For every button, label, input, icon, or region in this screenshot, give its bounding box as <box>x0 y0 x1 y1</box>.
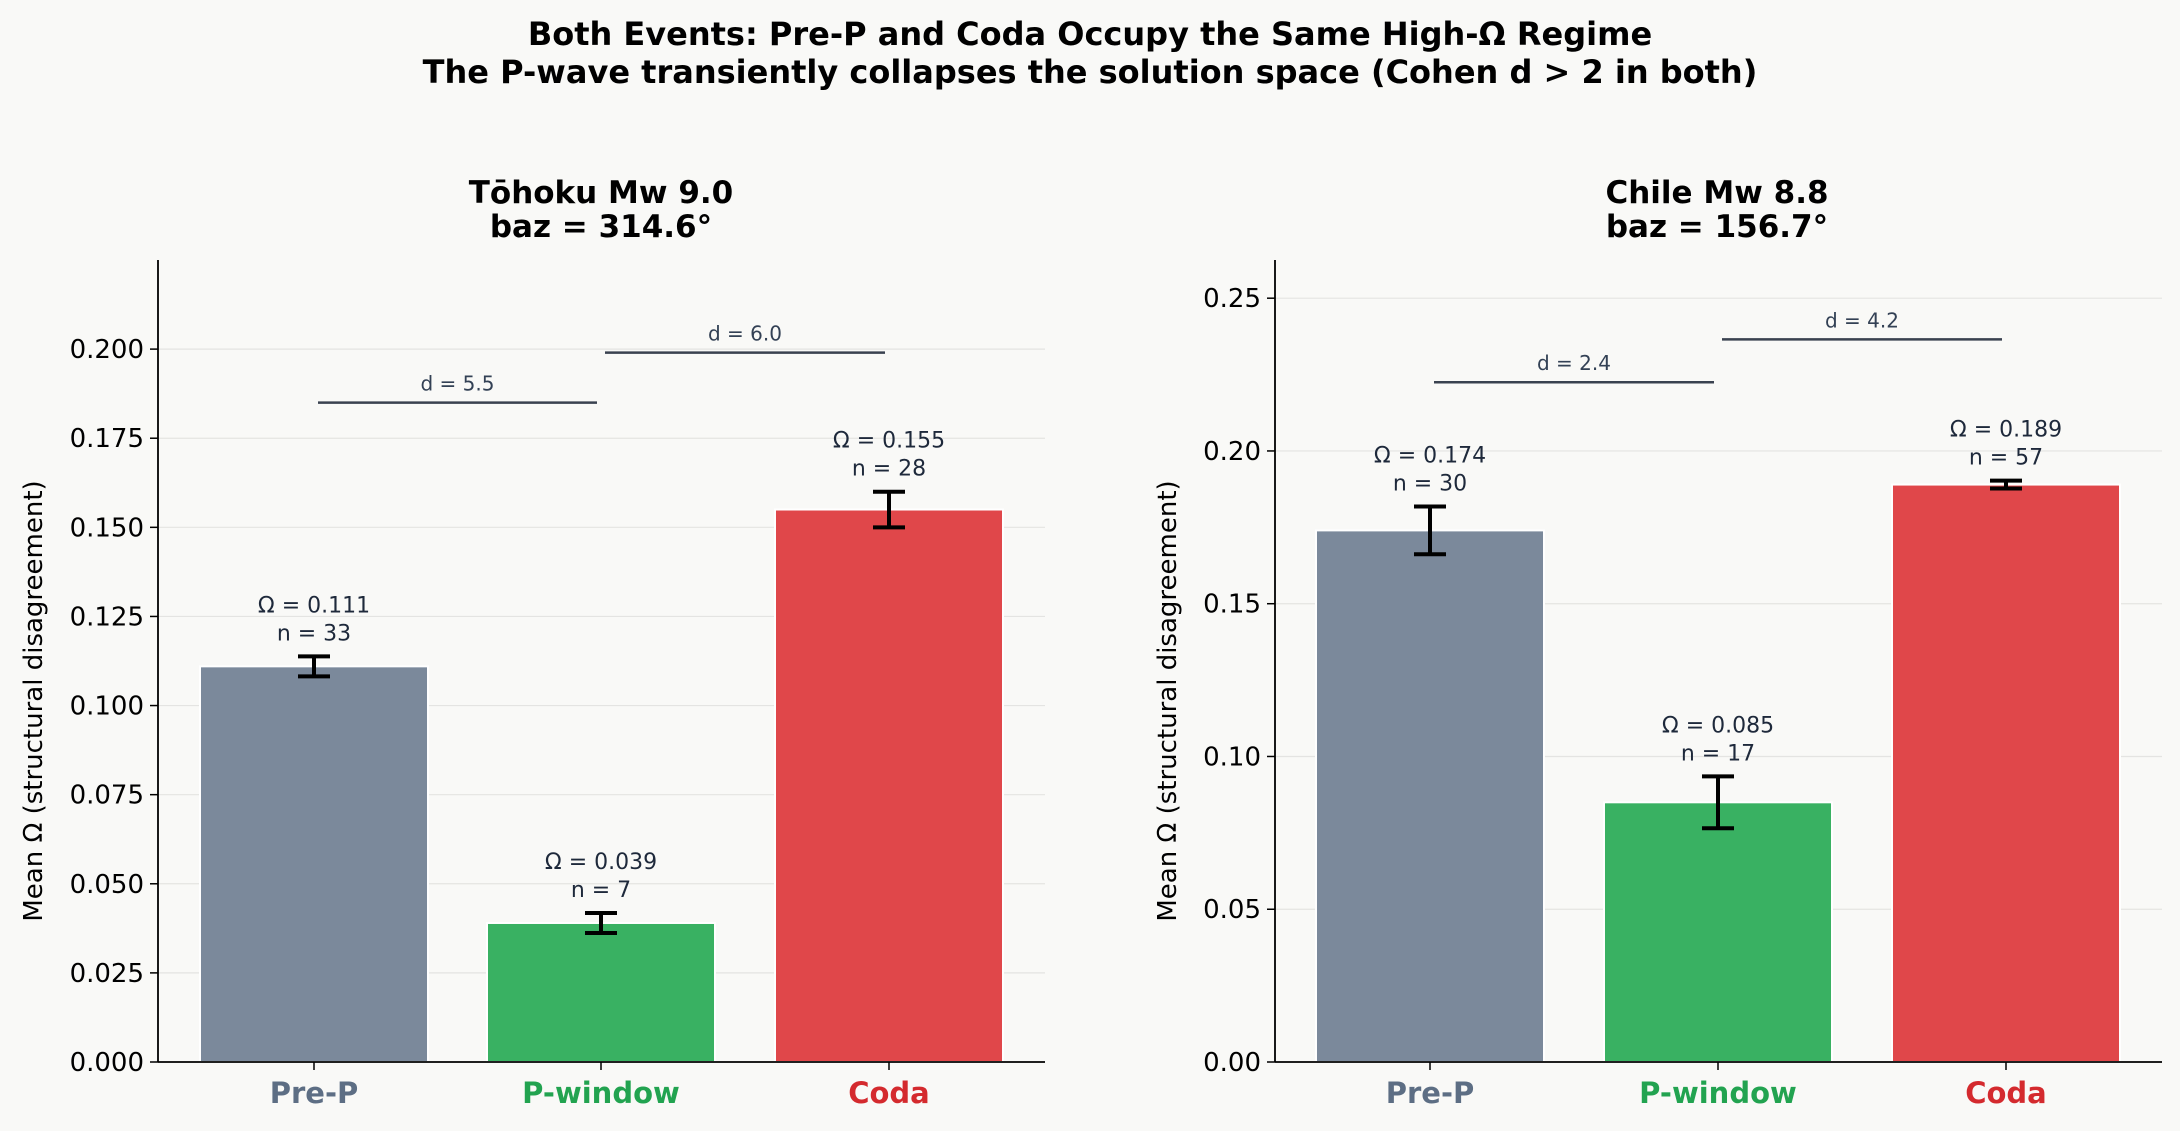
y-tick-label: 0.125 <box>70 602 144 632</box>
bar-pre-p <box>199 665 429 1063</box>
category-label: P-window <box>1639 1076 1797 1110</box>
y-tick-label: 0.200 <box>70 335 144 365</box>
y-tick-label: 0.075 <box>70 781 144 811</box>
bar-p-window <box>486 921 716 1064</box>
figure-title-line-1: Both Events: Pre-P and Coda Occupy the S… <box>528 15 1652 53</box>
y-tick-label: 0.10 <box>1203 742 1261 772</box>
n-label: n = 28 <box>852 457 926 482</box>
y-tick-label: 0.000 <box>70 1048 144 1078</box>
y-tick-label: 0.15 <box>1203 590 1261 620</box>
figure-title-line-2: The P-wave transiently collapses the sol… <box>423 53 1758 91</box>
y-axis-label: Mean Ω (structural disagreement) <box>19 480 49 921</box>
y-tick-label: 0.00 <box>1203 1048 1261 1078</box>
bar-p-window <box>1603 801 1833 1063</box>
value-label: Ω = 0.111 <box>258 593 370 618</box>
value-label: Ω = 0.039 <box>545 850 657 875</box>
bar-pre-p <box>1315 529 1545 1063</box>
bar-coda <box>774 508 1004 1063</box>
category-label: P-window <box>522 1076 680 1110</box>
value-label: Ω = 0.174 <box>1374 444 1486 469</box>
effect-size-label: d = 6.0 <box>708 322 782 346</box>
n-label: n = 57 <box>1969 446 2043 471</box>
chart-panel-1: 0.000 0.025 0.050 0.075 0.100 0.125 0.150 0.175… <box>19 175 1045 1110</box>
y-tick-label: 0.25 <box>1203 284 1261 314</box>
panel-title-line-2: baz = 314.6° <box>490 209 712 245</box>
panel-title-line-1: Tōhoku Mw 9.0 <box>469 175 733 211</box>
y-tick-label: 0.20 <box>1203 437 1261 467</box>
y-tick-label: 0.025 <box>70 959 144 989</box>
y-tick-label: 0.05 <box>1203 895 1261 925</box>
effect-size-label: d = 5.5 <box>421 372 495 396</box>
y-tick-label: 0.100 <box>70 692 144 722</box>
category-label: Pre-P <box>270 1076 359 1110</box>
effect-size-label: d = 2.4 <box>1537 351 1611 375</box>
panel-title-line-2: baz = 156.7° <box>1606 209 1828 245</box>
category-label: Pre-P <box>1386 1076 1475 1110</box>
n-label: n = 33 <box>277 621 351 646</box>
effect-size-label: d = 4.2 <box>1825 308 1899 332</box>
y-axis-label: Mean Ω (structural disagreement) <box>1153 480 1183 921</box>
panels: 0.000 0.025 0.050 0.075 0.100 0.125 0.150 0.175… <box>19 175 2162 1110</box>
panel-title-line-1: Chile Mw 8.8 <box>1605 175 1828 211</box>
category-label: Coda <box>848 1076 930 1110</box>
value-label: Ω = 0.085 <box>1662 713 1774 738</box>
y-tick-label: 0.175 <box>70 424 144 454</box>
y-tick-label: 0.050 <box>70 870 144 900</box>
y-tick-label: 0.150 <box>70 513 144 543</box>
value-label: Ω = 0.189 <box>1950 418 2062 443</box>
value-label: Ω = 0.155 <box>833 429 945 454</box>
bar-coda <box>1891 483 2121 1063</box>
n-label: n = 30 <box>1393 472 1467 497</box>
n-label: n = 17 <box>1681 741 1755 766</box>
chart-panel-2: 0.00 0.05 0.10 0.15 0.20 0.25 Ω = 0.174 n = 30 P… <box>1153 175 2162 1110</box>
n-label: n = 7 <box>571 878 631 903</box>
category-label: Coda <box>1965 1076 2047 1110</box>
